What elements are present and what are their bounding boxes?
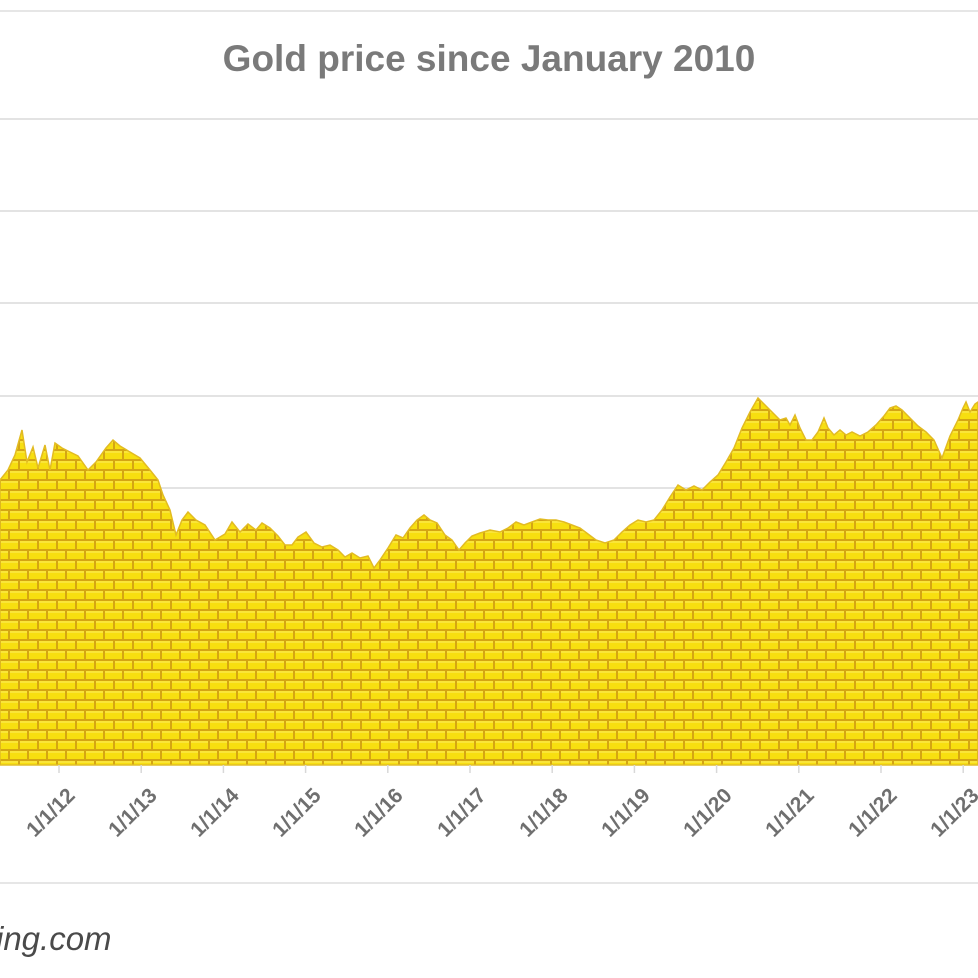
gold-price-area <box>0 396 978 766</box>
gridlines <box>0 118 978 489</box>
chart-title: Gold price since January 2010 <box>222 38 756 79</box>
top-frame-line <box>0 10 978 12</box>
x-axis-ticks <box>58 765 964 773</box>
bottom-frame-line <box>0 882 978 884</box>
source-credit: ing.com <box>0 920 112 957</box>
